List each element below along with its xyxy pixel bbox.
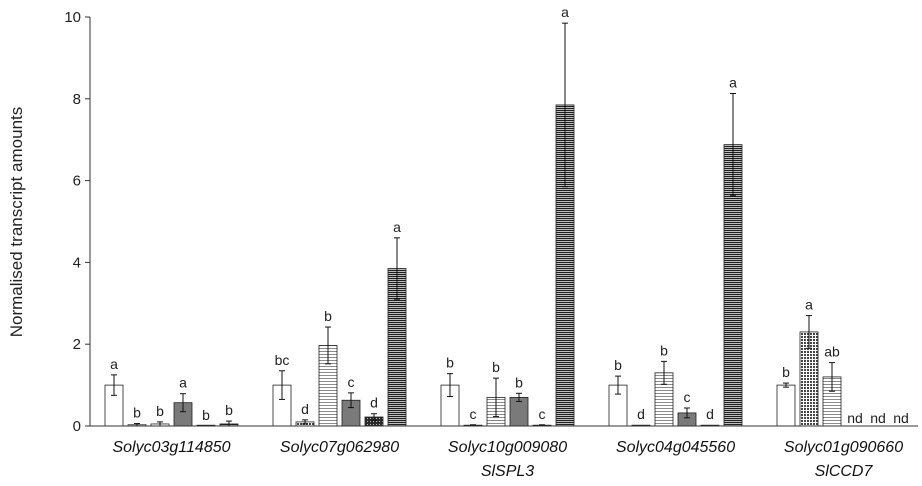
category-label: Solyc04g045560	[616, 439, 735, 456]
error-bar	[279, 370, 285, 400]
y-tick-label: 4	[73, 254, 81, 271]
significance-letter: a	[805, 297, 813, 313]
y-tick-label: 10	[64, 9, 81, 26]
significance-letter: d	[637, 406, 645, 422]
category-sublabel: SlSPL3	[481, 463, 534, 480]
significance-letter: c	[348, 374, 355, 390]
significance-letter: b	[492, 359, 500, 375]
error-bar	[348, 392, 354, 409]
error-bar	[783, 382, 789, 388]
error-bar	[539, 424, 545, 427]
error-bar	[562, 22, 568, 188]
y-tick-label: 2	[73, 336, 81, 353]
significance-letter: bc	[275, 352, 290, 368]
significance-letter: b	[225, 402, 233, 418]
category-label: Solyc03g114850	[112, 439, 230, 456]
y-ticks-layer: 0 2 4 6 8 10	[64, 9, 90, 435]
significance-letter: b	[156, 403, 164, 419]
error-bar	[111, 374, 117, 396]
error-bar	[302, 419, 308, 425]
category-label: Solyc01g090660	[784, 439, 903, 456]
y-axis-title: Normalised transcript amounts	[7, 107, 26, 338]
significance-letter: d	[301, 401, 309, 417]
significance-letter: b	[515, 374, 523, 390]
significance-letter: c	[539, 406, 546, 422]
significance-letter: b	[202, 407, 210, 423]
bar	[776, 384, 796, 427]
y-tick-label: 6	[73, 173, 81, 190]
significance-letter: c	[470, 406, 477, 422]
error-bar	[325, 326, 331, 365]
significance-letter: b	[782, 364, 790, 380]
significance-letter: a	[393, 219, 401, 235]
error-bar	[829, 362, 835, 392]
significance-letter: c	[684, 389, 691, 405]
significance-letter: b	[446, 355, 454, 371]
error-bar	[371, 413, 377, 421]
significance-letter: d	[370, 395, 378, 411]
error-bar	[180, 393, 186, 413]
error-bar	[730, 92, 736, 197]
error-bar	[447, 373, 453, 398]
significance-letter: ab	[824, 344, 840, 360]
error-bar	[806, 315, 812, 349]
not-detected-label: nd	[870, 410, 886, 426]
significance-letter: b	[133, 405, 141, 421]
error-bar	[470, 424, 476, 427]
significance-letter: a	[561, 4, 569, 20]
error-bar	[684, 407, 690, 419]
not-detected-label: nd	[847, 410, 863, 426]
y-tick-label: 0	[73, 418, 81, 435]
significance-letter: a	[729, 74, 737, 90]
significance-letter: b	[660, 342, 668, 358]
error-bar	[493, 377, 499, 418]
category-sublabel: SlCCD7	[815, 463, 874, 480]
significance-letter: b	[324, 308, 332, 324]
error-bar	[516, 392, 522, 402]
significance-letter: a	[110, 356, 118, 372]
error-bar	[661, 360, 667, 385]
significance-letter: a	[179, 375, 187, 391]
category-label: Solyc07g062980	[280, 439, 399, 456]
bars-layer	[104, 104, 842, 427]
category-label: Solyc10g009080	[448, 439, 567, 456]
error-bar	[615, 375, 621, 395]
x-categories-layer: Solyc03g114850 Solyc07g062980 Solyc10g0090…	[112, 439, 903, 480]
y-tick-label: 8	[73, 91, 81, 108]
significance-letter: d	[706, 406, 714, 422]
error-bar	[394, 237, 400, 300]
not-detected-label: nd	[893, 410, 909, 426]
significance-letter: b	[614, 357, 622, 373]
